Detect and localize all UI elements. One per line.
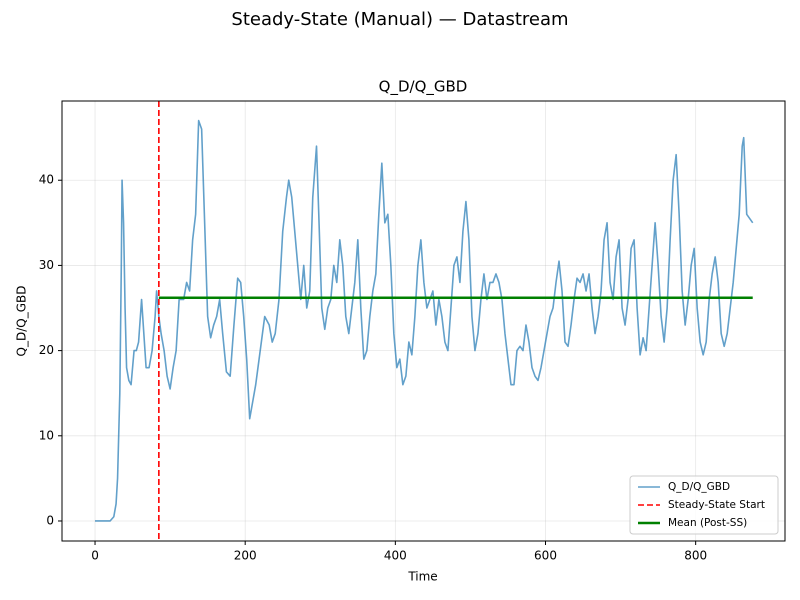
- legend-label: Q_D/Q_GBD: [668, 481, 730, 493]
- y-tick-label: 20: [39, 343, 54, 357]
- suptitle: Steady-State (Manual) — Datastream: [231, 9, 568, 30]
- chart-title: Q_D/Q_GBD: [379, 78, 468, 97]
- x-tick-label: 0: [91, 549, 99, 563]
- y-tick-label: 40: [39, 173, 54, 187]
- axes-frame: [61, 100, 786, 542]
- legend-label: Mean (Post-SS): [668, 517, 747, 529]
- y-tick-label: 30: [39, 258, 54, 272]
- x-axis-label: Time: [407, 570, 437, 584]
- y-tick-label: 10: [39, 428, 54, 442]
- x-tick-label: 200: [234, 549, 257, 563]
- x-tick-label: 400: [384, 549, 407, 563]
- legend-label: Steady-State Start: [668, 499, 765, 511]
- series-line: [95, 119, 754, 522]
- x-tick-label: 600: [534, 549, 557, 563]
- x-tick-label: 800: [684, 549, 707, 563]
- y-axis-label: Q_D/Q_GBD: [15, 286, 29, 357]
- legend-box: [629, 475, 779, 535]
- y-tick-label: 0: [46, 513, 54, 527]
